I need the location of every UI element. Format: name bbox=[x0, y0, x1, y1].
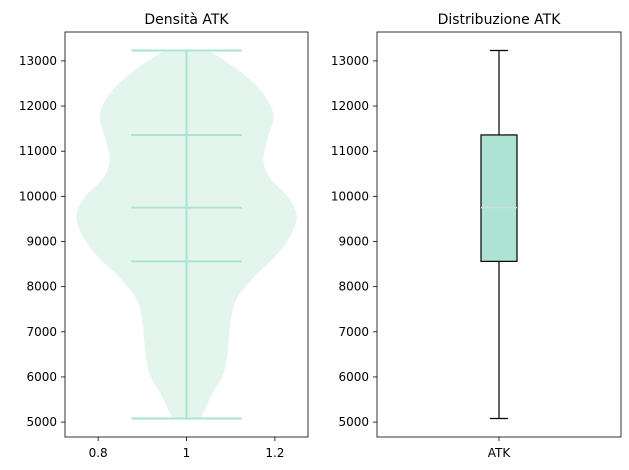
y-tick-label: 7000 bbox=[338, 325, 369, 339]
violin-x-axis: 0.8 1 1.2 bbox=[89, 437, 284, 460]
y-tick-label: 9000 bbox=[26, 234, 57, 248]
violin-panel: Densità ATK 5000 6000 7000 8000 9000 10000 110… bbox=[19, 12, 309, 460]
boxplot-layer bbox=[480, 49, 518, 420]
boxplot-x-axis: ATK bbox=[488, 437, 512, 460]
y-tick-label: 6000 bbox=[26, 370, 57, 384]
y-tick-label: 11000 bbox=[19, 144, 57, 158]
y-tick-label: 5000 bbox=[26, 415, 57, 429]
x-category-label: ATK bbox=[488, 446, 512, 460]
y-tick-label: 8000 bbox=[26, 280, 57, 294]
violin-lines-layer bbox=[131, 49, 242, 420]
y-tick-label: 10000 bbox=[19, 189, 57, 203]
iqr-box bbox=[480, 134, 518, 262]
x-tick-label: 0.8 bbox=[89, 446, 108, 460]
y-tick-label: 13000 bbox=[331, 54, 369, 68]
x-tick-label: 1.2 bbox=[265, 446, 284, 460]
y-tick-label: 7000 bbox=[26, 325, 57, 339]
boxplot-y-axis: 5000 6000 7000 8000 9000 10000 11000 12000 13000 bbox=[331, 54, 377, 429]
y-tick-label: 6000 bbox=[338, 370, 369, 384]
y-tick-label: 10000 bbox=[331, 189, 369, 203]
y-tick-label: 5000 bbox=[338, 415, 369, 429]
y-tick-label: 12000 bbox=[19, 99, 57, 113]
x-tick-label: 1 bbox=[183, 446, 191, 460]
violin-title: Densità ATK bbox=[144, 12, 229, 28]
violin-y-axis: 5000 6000 7000 8000 9000 10000 11000 12000 13000 bbox=[19, 54, 65, 429]
boxplot-title: Distribuzione ATK bbox=[438, 12, 562, 28]
y-tick-label: 13000 bbox=[19, 54, 57, 68]
y-tick-label: 11000 bbox=[331, 144, 369, 158]
y-tick-label: 8000 bbox=[338, 280, 369, 294]
y-tick-label: 9000 bbox=[338, 234, 369, 248]
boxplot-panel: Distribuzione ATK 5000 6000 7000 8000 9000 10… bbox=[331, 12, 622, 460]
y-tick-label: 12000 bbox=[331, 99, 369, 113]
